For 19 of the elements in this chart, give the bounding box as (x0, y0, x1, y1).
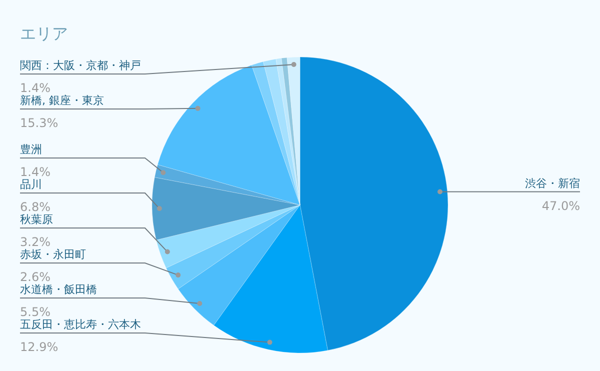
data-label: 3.2% (20, 235, 50, 249)
data-label: 1.4% (20, 81, 50, 95)
data-label: 15.3% (20, 116, 58, 130)
slice-label: 秋葉原 (20, 213, 53, 226)
data-label: 2.6% (20, 270, 50, 284)
data-label: 1.4% (20, 165, 50, 179)
data-label: 5.5% (20, 305, 50, 319)
slice-label: 品川 (20, 178, 42, 191)
slice-label: 水道橋・飯田橋 (20, 283, 97, 296)
data-label: 12.9% (20, 340, 58, 354)
chart-title: エリア (20, 24, 68, 43)
data-label: 6.8% (20, 200, 50, 214)
slice-label: 新橋, 銀座・東京 (20, 94, 104, 107)
slice-label: 渋谷・新宿 (525, 176, 580, 190)
slice-label: 赤坂・永田町 (20, 248, 86, 261)
slice-label: 五反田・恵比寿・六本木 (20, 318, 141, 331)
slice-label: 豊洲 (20, 143, 42, 156)
data-label: 47.0% (542, 198, 580, 213)
slice-label: 関西：大阪・京都・神戸 (20, 59, 141, 72)
